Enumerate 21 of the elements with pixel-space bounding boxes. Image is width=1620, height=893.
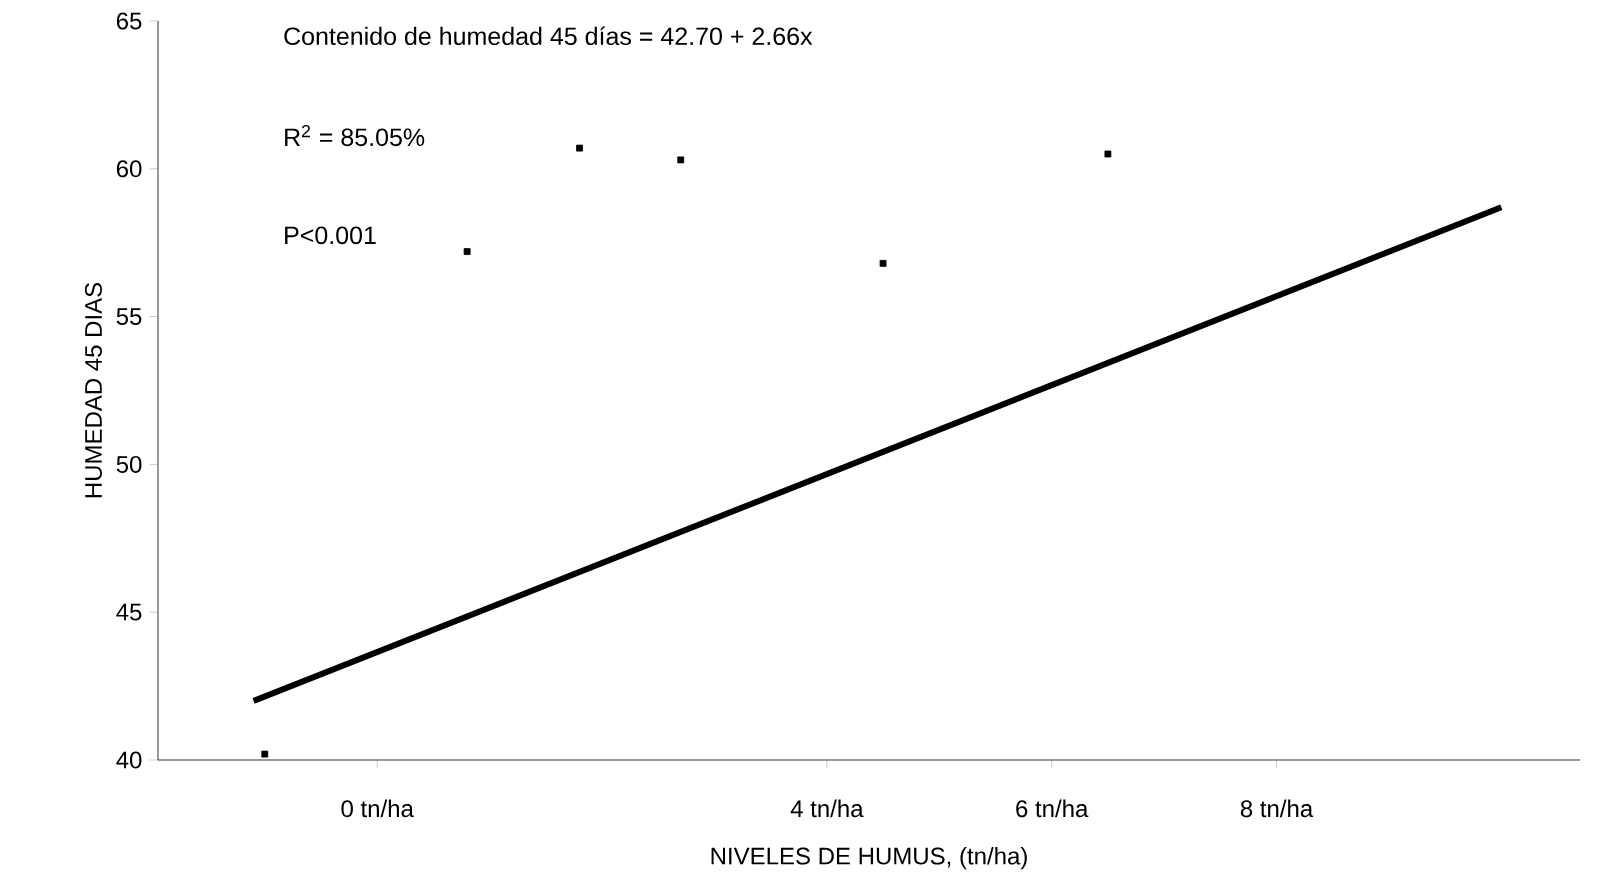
annotation: R$^{2}$ = 85.05% — [285, 124, 425, 147]
y-tick-label: 50 — [116, 455, 142, 473]
x-tick-label: 8 tn/ha — [1240, 799, 1314, 818]
y-tick-label: 55 — [116, 308, 142, 325]
x-axis-title: NIVELES DE HUMUS, (tn/ha) — [711, 846, 1027, 870]
y-tick-label: 60 — [116, 160, 142, 178]
point — [677, 156, 685, 164]
y-tick-label: 65 — [116, 12, 142, 30]
y-tick-label: 40 — [116, 751, 142, 769]
annotation: P<0.001 — [285, 226, 376, 245]
point — [261, 750, 269, 758]
point — [879, 259, 887, 267]
point — [463, 248, 471, 255]
point — [1104, 150, 1112, 158]
y-axis-title: HUMEDAD 45 DIAS — [84, 282, 102, 498]
x-tick-label: 6 tn/ha — [1016, 799, 1089, 818]
annotation: Contenido de humedad 45 días = 42.70 + 2.66x — [284, 26, 813, 46]
y-tick-label: 45 — [116, 603, 142, 621]
x-tick-label: 0 tn/ha — [341, 799, 414, 818]
x-tick-label: 4 tn/ha — [790, 799, 864, 818]
point — [576, 144, 583, 152]
